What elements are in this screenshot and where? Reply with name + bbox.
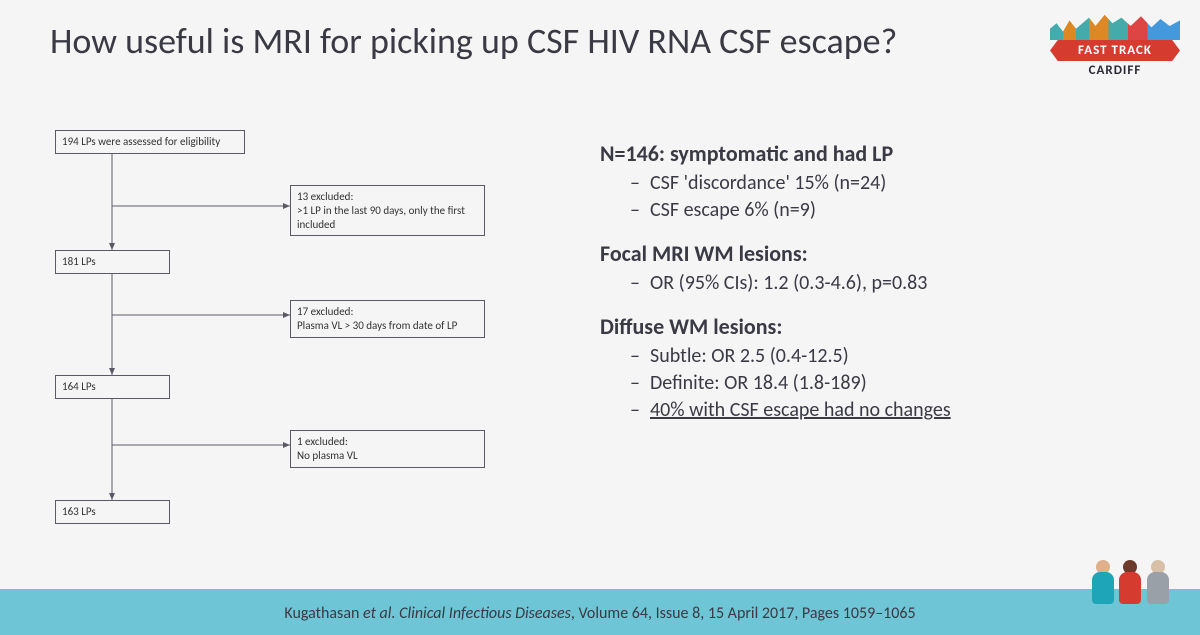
flowchart-node: 164 LPs: [55, 375, 170, 399]
section-3-item: Subtle: OR 2.5 (0.4-12.5): [600, 344, 1160, 368]
section-1-item: CSF 'discordance' 15% (n=24): [600, 171, 1160, 195]
flowchart-node: 17 excluded:Plasma VL > 30 days from dat…: [290, 300, 485, 338]
section-2-item: OR (95% CIs): 1.2 (0.3-4.6), p=0.83: [600, 271, 1160, 295]
person-icon: [1088, 558, 1118, 618]
logo-city-text: CARDIFF: [1050, 63, 1180, 78]
fast-track-logo: FAST TRACK CARDIFF: [1050, 10, 1180, 78]
section-3-heading: Diffuse WM lesions:: [600, 313, 1160, 340]
section-1-item: CSF escape 6% (n=9): [600, 198, 1160, 222]
content-column: N=146: symptomatic and had LP CSF 'disco…: [600, 140, 1160, 425]
citation-rest: , Volume 64, Issue 8, 15 April 2017, Pag…: [571, 604, 916, 623]
section-1-heading: N=146: symptomatic and had LP: [600, 140, 1160, 167]
citation-etal: et al.: [363, 604, 395, 623]
person-icon: [1143, 558, 1173, 618]
section-3-item: Definite: OR 18.4 (1.8-189): [600, 371, 1160, 395]
slide: How useful is MRI for picking up CSF HIV…: [0, 0, 1200, 635]
person-icon: [1115, 558, 1145, 618]
flowchart-node: 1 excluded:No plasma VL: [290, 430, 485, 468]
flowchart: 194 LPs were assessed for eligibility 13 …: [55, 130, 535, 560]
flowchart-node: 181 LPs: [55, 250, 170, 274]
skyline-icon: [1050, 10, 1180, 40]
flowchart-node: 13 excluded:>1 LP in the last 90 days, o…: [290, 185, 485, 236]
citation-author: Kugathasan: [284, 604, 359, 623]
flowchart-node: 194 LPs were assessed for eligibility: [55, 130, 245, 154]
section-2-heading: Focal MRI WM lesions:: [600, 240, 1160, 267]
citation: Kugathasan et al. Clinical Infectious Di…: [0, 604, 1200, 623]
people-icon: [1091, 558, 1170, 623]
citation-journal: Clinical Infectious Diseases: [399, 604, 571, 623]
slide-title: How useful is MRI for picking up CSF HIV…: [50, 20, 950, 63]
logo-band-text: FAST TRACK: [1050, 40, 1180, 61]
flowchart-node: 163 LPs: [55, 500, 170, 524]
section-3-item-underlined: 40% with CSF escape had no changes: [600, 398, 1160, 422]
